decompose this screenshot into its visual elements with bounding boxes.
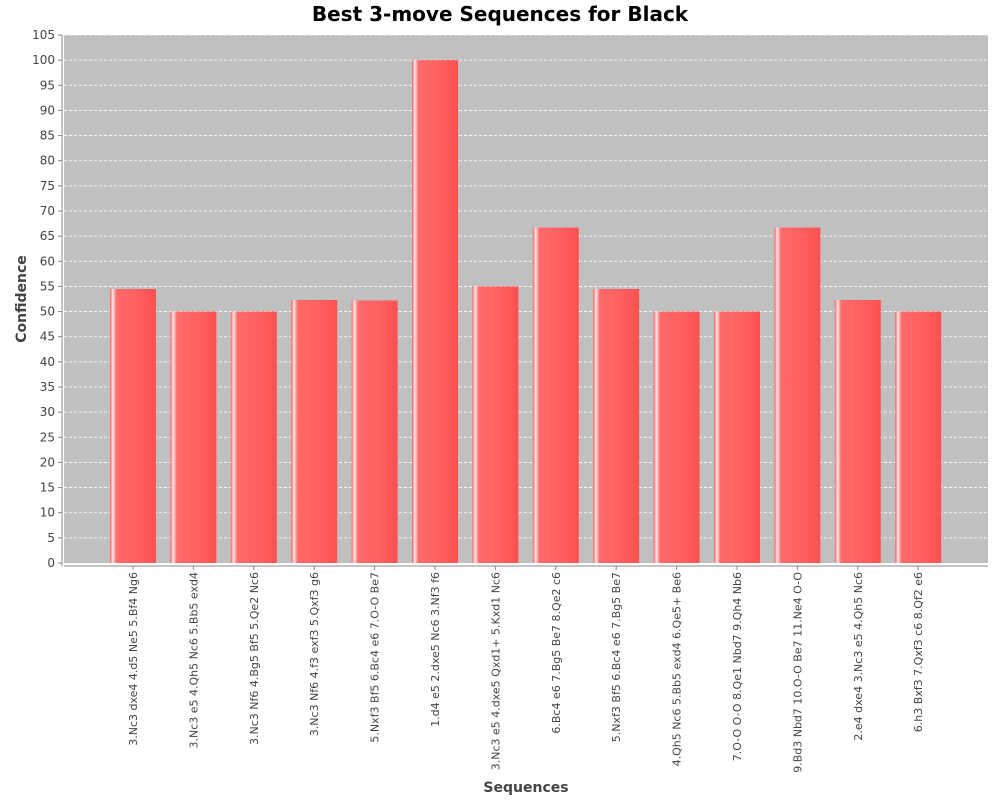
- bars: [110, 60, 942, 564]
- y-tick-label: 65: [40, 229, 55, 243]
- plot-area: [64, 35, 988, 563]
- x-tick-label: 3.Nc3 Nf6 4.Bg5 Bf5 5.Qe2 Nc6: [248, 572, 261, 745]
- y-tick-label: 105: [32, 28, 55, 42]
- y-tick-label: 25: [40, 430, 55, 444]
- y-tick-label: 60: [40, 254, 55, 268]
- y-tick-label: 85: [40, 129, 55, 143]
- bar: [532, 227, 579, 563]
- bar: [412, 60, 458, 564]
- gridlines: [64, 34, 988, 539]
- x-tick-label: 3.Nc3 dxe4 4.d5 Ne5 5.Bf4 Ng6: [127, 572, 140, 746]
- bar: [653, 311, 700, 563]
- x-tick-label: 3.Nc3 Nf6 4.f3 exf3 5.Qxf3 g6: [308, 572, 321, 736]
- bar: [291, 300, 338, 563]
- y-tick-label: 15: [40, 481, 55, 495]
- x-axis-title: Sequences: [483, 780, 568, 796]
- y-tick-label: 75: [40, 179, 55, 193]
- chart-title: Best 3-move Sequences for Black: [311, 2, 689, 26]
- y-tick-label: 35: [40, 380, 55, 394]
- x-tick-label: 7.O-O O-O 8.Qe1 Nbd7 9.Qh4 Nb6: [731, 572, 744, 761]
- y-tick-label: 100: [32, 53, 55, 67]
- y-tick-label: 30: [40, 405, 55, 419]
- x-tick-label: 3.Nc3 e5 4.Qh5 Nc6 5.Bb5 exd4: [187, 572, 200, 749]
- y-tick-label: 5: [47, 531, 55, 545]
- x-tick-label: 6.Bc4 e6 7.Bg5 Be7 8.Qe2 c6: [550, 572, 563, 734]
- bar: [774, 227, 821, 563]
- bar: [472, 286, 519, 563]
- y-tick-label: 80: [40, 154, 55, 168]
- y-tick-label: 50: [40, 305, 55, 319]
- bar: [895, 311, 942, 563]
- y-tick-label: 10: [40, 506, 55, 520]
- y-tick-label: 20: [40, 455, 55, 469]
- y-tick-label: 90: [40, 103, 55, 117]
- bar: [110, 288, 156, 563]
- y-axis-title: Confidence: [14, 255, 30, 343]
- y-tick-label: 70: [40, 204, 55, 218]
- y-tick-labels: 0 5 10 15 20 25 30 35 40 45 50 55 60 65 70 75 80 85 90 95 10…: [32, 28, 62, 570]
- bar: [714, 311, 760, 563]
- x-tick-labels: 3.Nc3 dxe4 4.d5 Ne5 5.Bf4 Ng6 3.Nc3 e5 4.…: [127, 566, 925, 773]
- bar: [170, 311, 217, 563]
- x-tick-label: 6.h3 Bxf3 7.Qxf3 c6 8.Qf2 e6: [912, 572, 925, 732]
- y-tick-label: 0: [47, 556, 55, 570]
- y-tick-label: 95: [40, 78, 55, 92]
- bar: [834, 300, 881, 563]
- bar: [230, 311, 277, 563]
- y-tick-label: 45: [40, 330, 55, 344]
- y-tick-label: 40: [40, 355, 55, 369]
- bar: [351, 300, 398, 563]
- x-tick-label: 1.d4 e5 2.dxe5 Nc6 3.Nf3 f6: [429, 572, 442, 727]
- x-tick-label: 3.Nc3 e5 4.dxe5 Qxd1+ 5.Kxd1 Nc6: [489, 572, 502, 770]
- bar: [593, 288, 640, 563]
- x-tick-label: 5.Nxf3 Bf5 6.Bc4 e6 7.Bg5 Be7: [610, 572, 623, 742]
- x-tick-label: 2.e4 dxe4 3.Nc3 e5 4.Qh5 Nc6: [852, 572, 865, 741]
- y-tick-label: 55: [40, 279, 55, 293]
- x-tick-label: 5.Nxf3 Bf5 6.Bc4 e6 7.O-O Be7: [369, 572, 382, 743]
- x-tick-label: 4.Qh5 Nc6 5.Bb5 exd4 6.Qe5+ Be6: [671, 572, 684, 766]
- x-tick-label: 9.Bd3 Nbd7 10.O-O Be7 11.Ne4 O-O: [791, 572, 804, 773]
- axes: [61, 35, 988, 567]
